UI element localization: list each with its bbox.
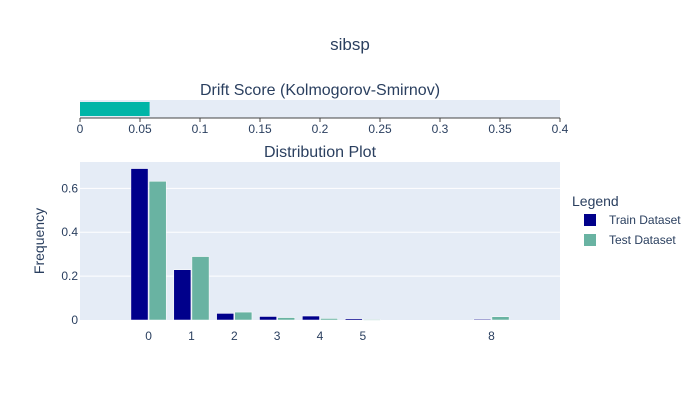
legend-swatch [584,234,596,246]
legend-title: Legend [572,193,619,209]
drift-x-tick-label: 0.2 [312,122,329,136]
test-bar[interactable] [277,317,296,321]
drift-score-title: Drift Score (Kolmogorov-Smirnov) [200,82,440,99]
test-bar[interactable] [491,316,510,321]
train-bar[interactable] [259,316,277,321]
train-bar[interactable] [216,313,235,321]
drift-x-tick-label: 0 [77,122,84,136]
drift-plot-area [80,100,560,118]
legend-item-label[interactable]: Train Dataset [609,213,681,227]
y-tick-label: 0.4 [61,225,78,239]
drift-x-tick-label: 0.1 [192,122,209,136]
x-tick-label: 0 [145,329,152,343]
y-tick-label: 0.6 [61,181,78,195]
x-tick-label: 3 [274,329,281,343]
y-tick-label: 0 [71,313,78,327]
train-bar[interactable] [173,269,192,321]
x-tick-label: 8 [488,329,495,343]
drift-x-tick-label: 0.25 [368,122,392,136]
distribution-panel: Distribution Plot Frequency 0 0.2 0.4 0.6 0 1… [31,144,560,343]
drift-x-tick-label: 0.4 [552,122,569,136]
test-bar[interactable] [234,311,253,321]
test-bar[interactable] [320,318,338,321]
test-bar[interactable] [363,319,381,321]
legend[interactable]: Legend Train Dataset Test Dataset [572,193,681,247]
x-tick-label: 1 [188,329,195,343]
drift-x-tick-label: 0.3 [432,122,449,136]
drift-score-bar[interactable] [80,102,150,116]
train-bar[interactable] [302,315,320,321]
y-tick-label: 0.2 [61,269,78,283]
train-bar[interactable] [473,318,492,321]
x-tick-label: 4 [317,329,324,343]
distribution-title: Distribution Plot [264,144,377,161]
train-bar[interactable] [130,168,149,321]
drift-x-tick-label: 0.05 [128,122,152,136]
x-tick-label: 2 [231,329,238,343]
drift-x-tick-label: 0.15 [248,122,272,136]
figure-title: sibsp [330,35,370,54]
drift-score-panel: Drift Score (Kolmogorov-Smirnov) 0 0.05 0.… [77,82,569,136]
y-axis-label: Frequency [31,208,47,274]
test-bar[interactable] [148,181,167,321]
legend-item-label[interactable]: Test Dataset [609,233,676,247]
test-bar[interactable] [191,256,210,321]
train-bar[interactable] [344,318,363,321]
drift-x-tick-label: 0.35 [488,122,512,136]
x-tick-label: 5 [360,329,367,343]
legend-swatch [584,214,596,226]
